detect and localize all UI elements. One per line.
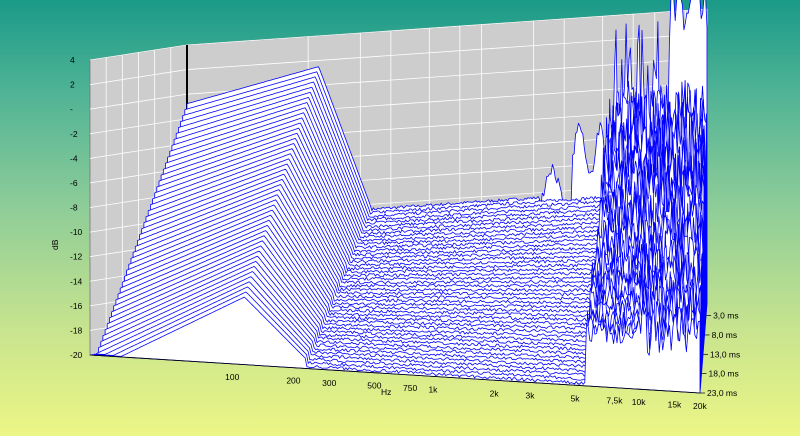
x-tick-label: 10k (632, 397, 646, 407)
x-tick-label: 7,5k (606, 396, 623, 406)
y-tick-label: -10 (70, 227, 83, 237)
y-axis-label: dB (50, 239, 60, 250)
x-tick-label: 15k (668, 399, 682, 409)
y-tick-label: -4 (70, 153, 78, 163)
x-tick-label: 1k (428, 385, 438, 395)
y-tick-label: -14 (70, 276, 83, 286)
y-tick-label: -16 (70, 301, 83, 311)
front-baseline (89, 354, 701, 394)
z-tick-label: 3,0 ms (713, 311, 739, 321)
y-tick-label: -8 (70, 203, 78, 213)
y-tick-label: 2 (70, 80, 75, 90)
x-axis-label: Hz (381, 387, 391, 397)
x-tick-label: 500 (367, 381, 381, 391)
z-tick-label: 13,0 ms (710, 349, 740, 359)
y-tick-label: -6 (70, 178, 78, 188)
x-tick-label: 20k (693, 401, 707, 411)
x-tick-label: 300 (322, 378, 336, 388)
z-tick-label: 18,0 ms (709, 369, 739, 379)
y-tick-label: - (70, 104, 73, 114)
x-tick-label: 3k (525, 391, 535, 401)
y-tick-label: 4 (70, 55, 75, 65)
x-tick-label: 5k (571, 393, 581, 403)
x-tick-label: 200 (286, 376, 300, 386)
y-tick-label: -12 (70, 252, 83, 262)
z-tick-label: 8,0 ms (712, 330, 738, 340)
z-tick-label: 23,0 ms (707, 388, 737, 398)
y-tick-label: -20 (70, 350, 83, 360)
y-tick-label: -18 (70, 325, 83, 335)
x-tick-label: 750 (403, 383, 417, 393)
y-tick-label: -2 (70, 129, 78, 139)
decay-slice (89, 296, 701, 394)
x-tick-label: 2k (490, 388, 500, 398)
x-tick-label: 100 (225, 372, 239, 382)
